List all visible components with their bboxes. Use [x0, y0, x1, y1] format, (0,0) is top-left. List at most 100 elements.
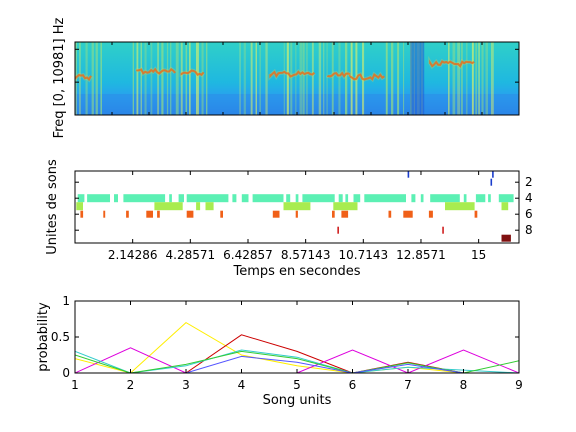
spec-stripe	[326, 42, 328, 115]
unit-6-segment	[146, 210, 153, 218]
spec-stripe	[185, 42, 188, 115]
spec-trace	[180, 69, 205, 77]
spec-stripe	[452, 42, 456, 115]
spec-stripe	[161, 42, 164, 115]
probability-series-6	[75, 355, 519, 373]
probability-series-2	[75, 334, 519, 373]
spec-stripe	[259, 42, 261, 115]
probability-x-tick-label: 2	[127, 378, 135, 392]
unit-4-segment	[420, 194, 424, 203]
unit-2-segment	[490, 178, 493, 186]
units-x-tick-label: 12.8571	[396, 248, 446, 262]
units-ticks: 2.14286 4.28571 6.42857 8.57143 10.7143 12.85…	[75, 171, 533, 262]
unit-4-segment	[295, 194, 299, 203]
unit-6-segment	[388, 210, 392, 218]
spec-stripe	[331, 42, 334, 115]
units-panel: 2.14286 4.28571 6.42857 8.57143 10.7143 12.85…	[45, 159, 533, 279]
unit-4-segment	[463, 194, 467, 203]
unit-4-segment	[178, 194, 184, 203]
spec-stripe	[311, 42, 314, 115]
probability-x-tick-label: 4	[238, 378, 246, 392]
unit-6-segment	[186, 210, 194, 218]
spec-stripe	[478, 42, 480, 115]
spec-stripe	[323, 42, 325, 115]
spec-stripe	[338, 42, 341, 115]
unit-4-segment	[411, 194, 416, 203]
spec-stripe	[79, 42, 81, 115]
unit-4-segment	[302, 194, 335, 203]
unit-4-segment	[364, 194, 406, 203]
probability-series-1	[75, 321, 519, 373]
unit-4-segment	[475, 194, 486, 203]
units-frame	[74, 170, 520, 244]
spec-stripe	[175, 42, 179, 115]
spec-stripe	[290, 42, 293, 115]
spec-stripe	[302, 42, 305, 115]
spec-stripe	[144, 42, 147, 115]
spec-stripe	[286, 42, 289, 115]
spec-trace	[349, 73, 385, 81]
units-x-tick-label: 6.42857	[223, 248, 273, 262]
spec-stripe	[448, 42, 450, 115]
probability-x-tick-label: 8	[460, 378, 468, 392]
spec-stripe	[475, 42, 478, 115]
unit-6-segment	[295, 210, 298, 218]
spec-stripe	[170, 42, 172, 115]
unit-6-segment	[103, 210, 106, 218]
spec-stripe	[206, 42, 208, 115]
unit-6-segment	[341, 210, 349, 218]
unit-6-segment	[126, 210, 129, 218]
unit-4-segment	[77, 194, 85, 203]
probability-lines	[75, 321, 519, 373]
unit-4-segment	[123, 194, 166, 203]
probability-xlabel: Song units	[263, 393, 332, 408]
spec-stripe	[100, 42, 102, 115]
unit-5-segment	[76, 202, 83, 211]
units-x-tick-label: 8.57143	[281, 248, 331, 262]
spec-stripe	[283, 42, 285, 115]
probability-x-tick-label: 1	[71, 378, 79, 392]
unit-4-segment	[169, 194, 172, 203]
unit-5-segment	[205, 202, 214, 211]
spec-stripe	[485, 42, 488, 115]
probability-series-3	[75, 347, 519, 373]
probability-y-tick-label: 0.5	[51, 330, 70, 344]
probability-ticks: 1 2 3 4 5 6 7 8 9 0 0.5 1	[51, 294, 523, 392]
unit-4-segment	[353, 194, 361, 203]
spec-trace	[136, 67, 176, 75]
unit-8-segment	[442, 226, 444, 234]
units-x-tick-label: 10.7143	[338, 248, 388, 262]
units-y-tick-label: 8	[525, 223, 533, 237]
spectrogram-ylabel: Freq [0, 10981] Hz	[52, 17, 67, 138]
units-y-tick-label: 6	[525, 207, 533, 221]
spec-trace-glow	[348, 71, 386, 83]
spec-stripe	[140, 42, 142, 115]
units-y-tick-label: 2	[525, 175, 533, 189]
unit-1-segment	[407, 170, 410, 178]
spec-stripe	[345, 42, 348, 115]
spec-stripe	[295, 42, 297, 115]
units-x-tick-label: 4.28571	[166, 248, 216, 262]
unit-4-segment	[114, 194, 118, 203]
units-marks	[76, 170, 514, 242]
probability-x-tick-label: 6	[349, 378, 357, 392]
spec-trace	[327, 71, 351, 78]
unit-1-segment	[492, 170, 494, 178]
spec-trace-glow	[135, 66, 177, 77]
spec-trace	[75, 73, 92, 82]
spec-stripe	[397, 42, 400, 115]
probability-y-tick-label: 1	[62, 294, 70, 308]
spec-trace	[429, 59, 475, 68]
spec-stripe	[91, 42, 94, 115]
unit-4-segment	[498, 194, 514, 203]
spec-stripe	[460, 42, 463, 115]
spectrogram-panel: Freq [0, 10981] Hz	[52, 17, 520, 138]
probability-x-tick-label: 7	[404, 378, 412, 392]
unit-4-segment	[286, 194, 291, 203]
unit-6-segment	[80, 210, 84, 218]
probability-x-tick-label: 5	[293, 378, 301, 392]
units-x-tick-label: 2.14286	[108, 248, 158, 262]
spec-stripe	[132, 42, 134, 115]
unit-5-segment	[154, 202, 183, 211]
unit-4-segment	[338, 194, 343, 203]
